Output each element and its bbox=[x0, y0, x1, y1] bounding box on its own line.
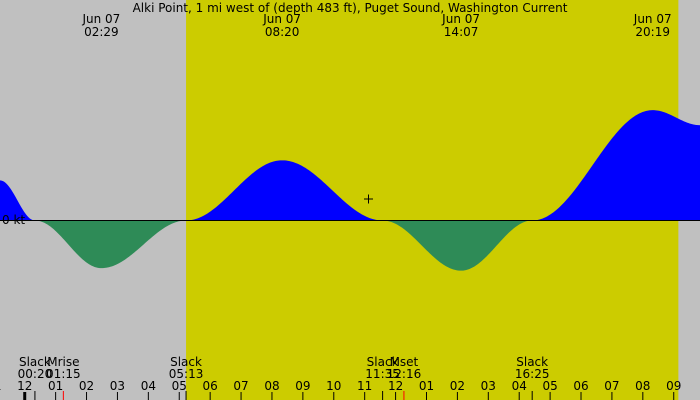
x-tick-label: 12 bbox=[17, 379, 32, 393]
x-axis: 11 12 01 02 03 04 05 06 07 08 09 10 11 12 01 02 03 04 05 06… bbox=[0, 379, 681, 400]
extreme-time-label: 08:20 bbox=[265, 25, 300, 39]
event-time-label: 00:20 bbox=[18, 367, 53, 381]
x-tick-label: 03 bbox=[110, 379, 125, 393]
event-name-label: Slack bbox=[170, 355, 202, 369]
x-tick-label: 03 bbox=[481, 379, 496, 393]
event-name-label: Slack bbox=[19, 355, 51, 369]
x-tick-label: 09 bbox=[295, 379, 310, 393]
extreme-date-label: Jun 07 bbox=[633, 12, 672, 26]
event-time-label: 01:15 bbox=[46, 367, 81, 381]
zero-knot-label: 0 kt bbox=[2, 213, 25, 227]
x-tick-label: 04 bbox=[512, 379, 527, 393]
x-tick-label: 01 bbox=[48, 379, 63, 393]
event-time-label: 11:35 bbox=[365, 367, 400, 381]
extreme-date-label: Jun 07 bbox=[262, 12, 301, 26]
x-tick-label: 01 bbox=[419, 379, 434, 393]
x-tick-label: 09 bbox=[666, 379, 681, 393]
ebb-current-area bbox=[0, 220, 700, 271]
crosshair-cursor bbox=[364, 194, 373, 204]
x-tick-label: 06 bbox=[573, 379, 588, 393]
event-time-label: 12:16 bbox=[387, 367, 422, 381]
x-tick-label: 06 bbox=[203, 379, 218, 393]
extreme-time-label: 14:07 bbox=[444, 25, 479, 39]
event-name-label: Slack bbox=[516, 355, 548, 369]
x-tick-label: 02 bbox=[79, 379, 94, 393]
x-tick-label: 10 bbox=[326, 379, 341, 393]
x-tick-label: 08 bbox=[635, 379, 650, 393]
x-tick-label: 04 bbox=[141, 379, 156, 393]
x-tick-label: 11 bbox=[357, 379, 372, 393]
extreme-date-label: Jun 07 bbox=[81, 12, 120, 26]
event-name-label: Mset bbox=[390, 355, 419, 369]
x-tick-label: 08 bbox=[264, 379, 279, 393]
x-tick-label: 07 bbox=[604, 379, 619, 393]
event-time-label: 16:25 bbox=[515, 367, 550, 381]
x-tick-label: 05 bbox=[172, 379, 187, 393]
event-labels: Slack00:20Mrise01:15Slack05:13Slack11:35… bbox=[18, 355, 550, 400]
extreme-time-label: 02:29 bbox=[84, 25, 119, 39]
x-tick-label: 11 bbox=[0, 379, 1, 393]
extreme-date-label: Jun 07 bbox=[441, 12, 480, 26]
extreme-time-label: 20:19 bbox=[635, 25, 670, 39]
event-name-label: Slack bbox=[367, 355, 399, 369]
x-tick-label: 02 bbox=[450, 379, 465, 393]
event-time-label: 05:13 bbox=[169, 367, 204, 381]
x-tick-label: 07 bbox=[233, 379, 248, 393]
x-tick-label: 05 bbox=[542, 379, 557, 393]
flood-current-area bbox=[0, 110, 700, 221]
chart-title: Alki Point, 1 mi west of (depth 483 ft),… bbox=[133, 1, 568, 15]
x-tick-label: 12 bbox=[388, 379, 403, 393]
event-name-label: Mrise bbox=[47, 355, 79, 369]
